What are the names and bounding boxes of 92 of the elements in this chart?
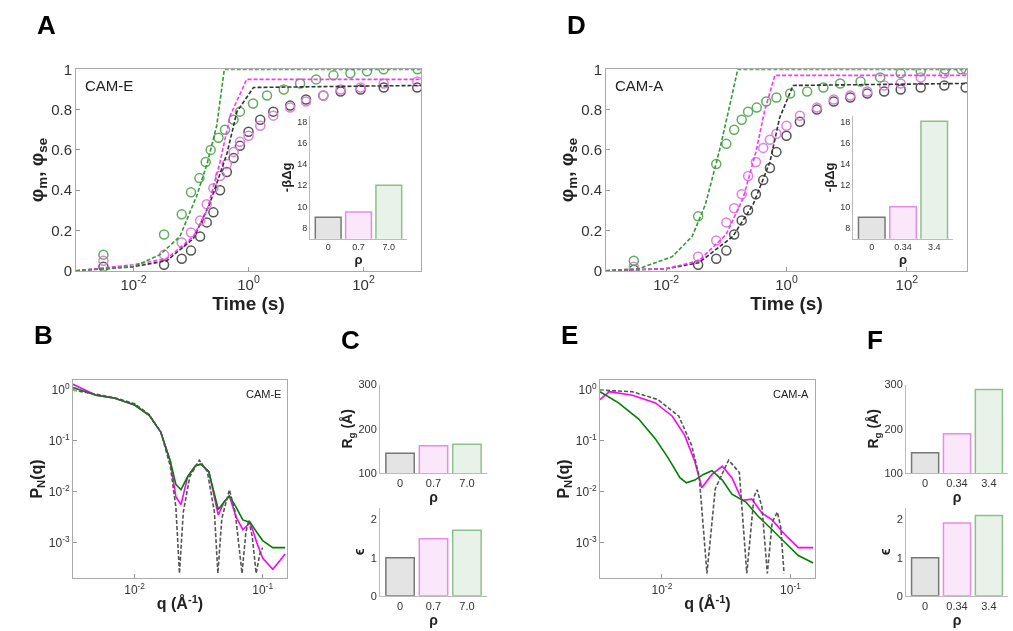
x-tick-label: 3.4 <box>981 477 997 490</box>
x-tick-label: 0.7 <box>425 477 442 490</box>
chart-title: E <box>561 320 579 350</box>
y-tick-label: 1 <box>593 60 602 78</box>
x-tick-label: 7.0 <box>382 242 396 253</box>
y-tick-label: 2 <box>896 513 903 526</box>
y-tick-label: 12 <box>297 180 308 191</box>
y-tick-label: 16 <box>297 137 308 148</box>
x-tick-label: 7.0 <box>459 599 475 612</box>
x-axis-title: q (Å$^{-1}$) <box>684 592 731 613</box>
y-tick-label: 10$^{-3}$ <box>48 533 70 550</box>
y-tick-label: 100 <box>358 467 377 479</box>
annotation: CAM-A <box>615 77 664 94</box>
annotation: CAM-A <box>773 388 810 400</box>
y-tick-label: 0.2 <box>581 221 602 239</box>
x-tick-label: 10$^{-2}$ <box>120 273 147 293</box>
x-axis-title: Time (s) <box>212 292 285 314</box>
y-tick-label: 200 <box>884 422 903 435</box>
y-tick-label: 16 <box>840 137 851 148</box>
y-axis-title: ϵ <box>351 548 368 556</box>
y-axis-title: -βΔg <box>822 162 838 193</box>
x-tick-label: 3.4 <box>927 242 941 253</box>
x-tick-label: 0 <box>869 242 875 253</box>
x-axis-title: ρ <box>429 489 439 506</box>
x-tick-label: 10$^{0}$ <box>237 273 260 293</box>
y-tick-label: 300 <box>884 378 903 391</box>
y-tick-label: 0.8 <box>51 100 72 118</box>
y-tick-label: 18 <box>840 116 851 127</box>
y-tick-label: 10$^{-1}$ <box>48 432 70 449</box>
y-tick-label: 100 <box>884 467 903 479</box>
x-tick-label: 10$^{2}$ <box>352 273 375 293</box>
chart-title: C <box>341 325 360 355</box>
y-tick-label: 14 <box>297 159 308 170</box>
x-tick-label: 0 <box>397 477 404 490</box>
y-tick-label: 200 <box>358 422 377 435</box>
y-tick-label: 8 <box>845 223 851 234</box>
x-tick-label: 0.34 <box>894 242 912 253</box>
x-tick-label: 10$^{2}$ <box>895 273 919 293</box>
y-tick-label: 0 <box>63 262 72 279</box>
y-tick-label: 2 <box>370 513 377 526</box>
y-tick-label: 10 <box>297 201 308 212</box>
y-tick-label: 10$^{0}$ <box>578 381 597 398</box>
x-tick-label: 10$^{-1}$ <box>780 580 802 597</box>
y-tick-label: 0 <box>593 262 602 279</box>
y-tick-label: 14 <box>840 159 851 170</box>
y-tick-label: 10 <box>840 201 851 212</box>
x-tick-label: 0.7 <box>425 599 442 612</box>
y-tick-label: 18 <box>297 116 308 127</box>
y-tick-label: 8 <box>302 223 308 234</box>
x-tick-label: 10$^{-2}$ <box>651 580 673 597</box>
y-tick-label: 0.6 <box>581 141 602 159</box>
x-tick-label: 0.34 <box>946 477 968 490</box>
y-tick-label: 0.4 <box>581 181 602 199</box>
x-axis-title: ρ <box>429 611 439 628</box>
x-tick-label: 0 <box>922 477 929 490</box>
x-tick-label: 10$^{-2}$ <box>124 580 146 597</box>
y-axis-title: ϵ <box>877 548 894 556</box>
y-tick-label: 0.8 <box>581 100 602 118</box>
y-tick-label: 10$^{0}$ <box>51 381 70 398</box>
x-tick-label: 0 <box>325 242 331 253</box>
x-axis-title: ρ <box>898 252 908 268</box>
y-tick-label: 1 <box>63 60 72 78</box>
x-axis-title: ρ <box>354 252 363 268</box>
x-tick-label: 0 <box>397 599 404 612</box>
chart-title: B <box>34 320 53 350</box>
chart-title: D <box>567 10 586 40</box>
x-tick-label: 0.7 <box>352 242 365 253</box>
x-tick-label: 10$^{0}$ <box>775 273 798 293</box>
chart-title: A <box>37 10 56 40</box>
y-tick-label: 0.6 <box>51 141 72 159</box>
y-tick-label: 12 <box>840 180 851 191</box>
x-tick-label: 10$^{-2}$ <box>653 273 680 293</box>
x-axis-title: Time (s) <box>750 292 823 314</box>
x-axis-title: ρ <box>952 489 962 506</box>
y-tick-label: 1 <box>370 551 377 564</box>
x-tick-label: 3.4 <box>981 599 997 612</box>
x-tick-label: 0 <box>922 599 929 612</box>
y-tick-label: 1 <box>896 551 903 564</box>
y-tick-label: 10$^{-1}$ <box>575 432 597 449</box>
y-axis-title: -βΔg <box>279 162 295 193</box>
y-tick-label: 0.2 <box>51 221 72 239</box>
chart-title: F <box>867 325 883 355</box>
x-axis-title: ρ <box>952 611 962 628</box>
x-axis-title: q (Å$^{-1}$) <box>156 592 204 613</box>
x-tick-label: 0.34 <box>946 599 968 612</box>
x-tick-label: 10$^{-1}$ <box>252 580 274 597</box>
y-tick-label: 10$^{-3}$ <box>575 533 597 550</box>
y-tick-label: 0.4 <box>51 181 72 199</box>
y-tick-label: 300 <box>358 378 377 391</box>
annotation: CAM-E <box>85 77 134 94</box>
x-tick-label: 7.0 <box>459 477 475 490</box>
annotation: CAM-E <box>246 388 282 400</box>
